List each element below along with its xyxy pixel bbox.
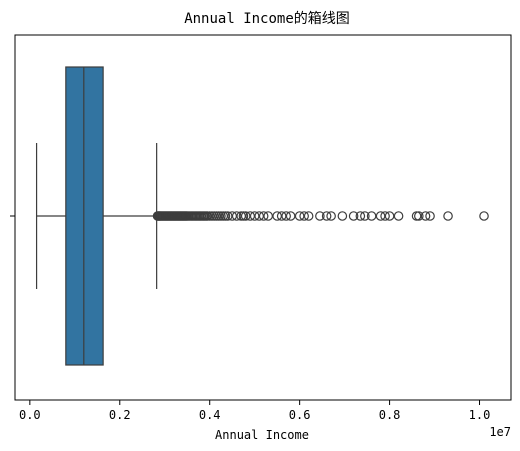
outlier-point <box>321 211 332 221</box>
outlier-point <box>414 211 424 221</box>
x-axis-offset-label: 1e7 <box>489 425 511 439</box>
outlier-point <box>258 211 269 221</box>
outlier-point <box>326 211 336 221</box>
outlier-point <box>337 211 348 221</box>
outlier-point <box>303 211 314 221</box>
outlier-point <box>425 211 435 221</box>
x-axis-label: Annual Income <box>215 428 309 442</box>
plot-frame <box>14 34 512 401</box>
x-tick-label: 0.8 <box>379 408 401 422</box>
outlier-point <box>348 211 359 221</box>
x-axis: 0.0 0.2 0.4 0.6 0.8 1.0 <box>19 400 490 422</box>
outlier-point <box>355 211 366 221</box>
outlier-point <box>315 211 325 221</box>
x-tick-label: 0.2 <box>109 408 131 422</box>
outlier-point <box>281 211 291 221</box>
chart-title: Annual Income的箱线图 <box>184 11 350 27</box>
outlier-point <box>360 211 370 221</box>
x-tick-label: 1.0 <box>469 408 491 422</box>
outliers-group <box>152 211 489 221</box>
iqr-box <box>65 66 104 366</box>
x-tick-label: 0.0 <box>19 408 41 422</box>
outlier-point <box>380 211 390 221</box>
outlier-point <box>479 211 489 221</box>
x-tick-label: 0.4 <box>199 408 221 422</box>
outlier-point <box>393 211 404 221</box>
outlier-point <box>420 211 431 221</box>
outlier-point <box>299 211 309 221</box>
box-group <box>35 66 158 366</box>
outlier-point <box>443 211 453 221</box>
x-tick-label: 0.6 <box>289 408 311 422</box>
